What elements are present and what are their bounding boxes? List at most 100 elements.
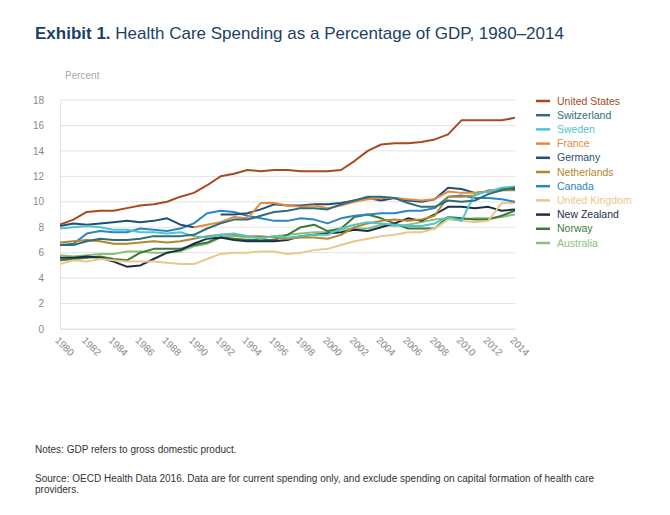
x-tick: 2004 xyxy=(374,329,398,358)
legend-label: Germany xyxy=(557,151,601,163)
x-tick-label: 1988 xyxy=(160,335,184,359)
grid-line xyxy=(60,176,515,177)
legend-label: United States xyxy=(557,95,620,107)
y-tick-label: 6 xyxy=(38,247,44,258)
y-tick-label: 16 xyxy=(33,120,45,131)
grid xyxy=(60,100,515,329)
x-tick-label: 1980 xyxy=(53,335,77,359)
series-line xyxy=(194,188,515,227)
legend-swatch xyxy=(536,114,550,117)
series-line xyxy=(60,187,515,239)
x-tick: 2002 xyxy=(347,329,371,358)
x-tick-label: 2004 xyxy=(374,335,398,359)
legend-label: United Kingdom xyxy=(557,194,632,206)
y-tick: 18 xyxy=(33,95,60,106)
y-axis-label: Percent xyxy=(65,70,100,81)
legend-label: Norway xyxy=(557,222,593,234)
source: Source: OECD Health Data 2016. Data are … xyxy=(35,473,594,495)
x-tick-label: 2010 xyxy=(455,335,479,359)
legend-label: Canada xyxy=(557,180,594,192)
series-line xyxy=(60,118,515,225)
x-tick-label: 1990 xyxy=(187,335,211,359)
x-tick: 2014 xyxy=(508,329,532,358)
legend-swatch xyxy=(536,171,550,174)
y-tick: 0 xyxy=(38,324,60,335)
legend-item: Norway xyxy=(536,222,593,234)
legend-label: France xyxy=(557,137,590,149)
x-tick: 1996 xyxy=(267,329,291,358)
legend-item: Germany xyxy=(536,151,601,163)
legend-item: Australia xyxy=(536,237,598,249)
y-tick-label: 12 xyxy=(33,171,45,182)
x-tick: 1982 xyxy=(80,329,104,358)
x-tick-label: 1992 xyxy=(214,335,238,359)
x-tick: 2010 xyxy=(455,329,479,358)
legend-label: Netherlands xyxy=(557,166,614,178)
x-tick: 2008 xyxy=(428,329,452,358)
y-tick-label: 18 xyxy=(33,95,45,106)
x-tick: 1994 xyxy=(240,329,264,358)
legend-label: Switzerland xyxy=(557,109,611,121)
x-tick: 2012 xyxy=(481,329,505,358)
grid-line xyxy=(60,303,515,304)
legend-swatch xyxy=(536,213,550,216)
x-tick: 2000 xyxy=(321,329,345,358)
x-axis: 1980198219841986198819901992199419961998… xyxy=(53,329,532,358)
legend-swatch xyxy=(536,185,550,188)
title: Exhibit 1. Health Care Spending as a Per… xyxy=(35,24,564,43)
legend-label: New Zealand xyxy=(557,208,619,220)
y-tick: 14 xyxy=(33,146,60,157)
legend-swatch xyxy=(536,228,550,231)
legend-item: New Zealand xyxy=(536,208,619,220)
x-axis-line xyxy=(61,329,516,330)
series-line xyxy=(60,203,515,264)
x-tick-label: 1994 xyxy=(240,335,264,359)
x-tick-label: 2000 xyxy=(321,335,345,359)
legend-swatch xyxy=(536,128,550,131)
y-tick: 8 xyxy=(38,222,60,233)
legend-item: Netherlands xyxy=(536,166,614,178)
x-tick: 1990 xyxy=(187,329,211,358)
legend-item: United Kingdom xyxy=(536,194,632,206)
x-tick-label: 2012 xyxy=(481,335,505,359)
x-tick: 1998 xyxy=(294,329,318,358)
y-tick-label: 0 xyxy=(38,324,44,335)
y-axis-line xyxy=(60,101,61,330)
legend-swatch xyxy=(536,157,550,160)
x-tick-label: 1998 xyxy=(294,335,318,359)
x-tick-label: 1986 xyxy=(133,335,157,359)
legend-swatch xyxy=(536,242,550,245)
grid-line xyxy=(60,150,515,151)
notes: Notes: GDP refers to gross domestic prod… xyxy=(35,444,237,455)
legend-item: France xyxy=(536,137,590,149)
legend-item: Sweden xyxy=(536,123,595,135)
y-tick: 4 xyxy=(38,273,60,284)
x-tick-label: 2008 xyxy=(428,335,452,359)
legend: United States Switzerland Sweden France Germ… xyxy=(536,95,632,249)
legend-swatch xyxy=(536,142,550,145)
grid-line xyxy=(60,125,515,126)
x-tick: 1980 xyxy=(53,329,77,358)
legend-item: Switzerland xyxy=(536,109,611,121)
chart: Exhibit 1. Health Care Spending as a Per… xyxy=(0,0,670,515)
y-tick-label: 10 xyxy=(33,196,45,207)
grid-line xyxy=(60,100,515,101)
legend-item: Canada xyxy=(536,180,594,192)
legend-swatch xyxy=(536,199,550,202)
y-tick-label: 4 xyxy=(38,273,44,284)
x-tick: 2006 xyxy=(401,329,425,358)
x-tick: 1988 xyxy=(160,329,184,358)
legend-swatch xyxy=(536,100,550,103)
x-tick: 1984 xyxy=(107,329,131,358)
legend-item: United States xyxy=(536,95,620,107)
x-tick-label: 1982 xyxy=(80,335,104,359)
x-tick-label: 2002 xyxy=(347,335,371,359)
y-tick: 6 xyxy=(38,247,60,258)
x-tick: 1986 xyxy=(133,329,157,358)
y-axis: 0 2 4 6 8 10 12 14 16 18 xyxy=(33,95,61,335)
x-tick-label: 2014 xyxy=(508,335,532,359)
y-tick-label: 14 xyxy=(33,146,45,157)
x-tick-label: 1984 xyxy=(107,335,131,359)
y-tick-label: 2 xyxy=(38,298,44,309)
grid-line xyxy=(60,278,515,279)
